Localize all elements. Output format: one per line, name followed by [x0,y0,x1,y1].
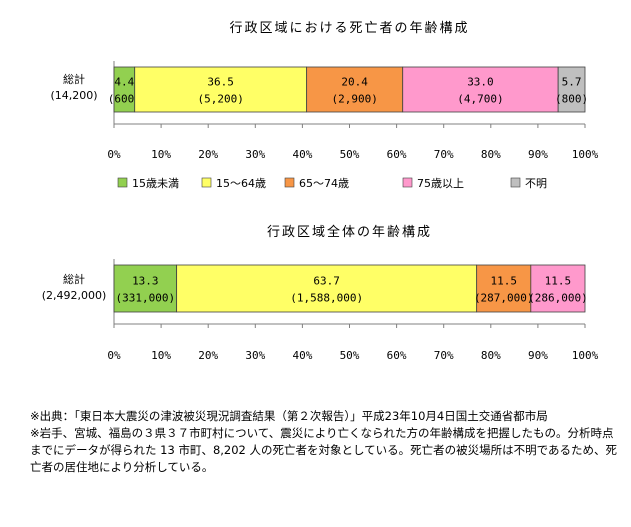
x-tick-label: 0% [107,148,121,161]
x-tick-label: 90% [528,349,548,362]
bar-segment-15歳未満 [113,264,178,313]
value-label: 63.7 [313,275,340,288]
x-tick-label: 80% [481,349,501,362]
legend-swatch-15歳未満 [117,177,128,188]
x-tick-label: 10% [151,148,171,161]
x-tick-label: 20% [198,349,218,362]
count-label: (5,200) [198,93,244,106]
x-tick-label: 80% [481,148,501,161]
x-tick-label: 20% [198,148,218,161]
bar-segment-不明 [557,66,586,113]
x-tick-label: 30% [245,148,265,161]
x-tick-label: 70% [434,148,454,161]
x-tick-label: 0% [107,349,121,362]
legend-label: 65～74歳 [299,177,349,190]
x-tick-label: 100% [572,148,599,161]
x-tick-label: 40% [292,349,312,362]
x-tick-label: 100% [572,349,599,362]
value-label: 20.4 [341,76,368,89]
count-label: (600) [108,93,141,106]
bar-segment-15～64歳 [134,66,308,113]
bar-segment-75歳以上 [530,264,586,313]
category-total: (2,492,000) [42,289,107,302]
value-label: 36.5 [207,76,234,89]
legend-swatch-不明 [510,177,521,188]
count-label: (1,588,000) [290,292,363,305]
legend-label: 不明 [525,177,547,190]
value-label: 4.4 [114,76,134,89]
legend-swatch-15～64歳 [201,177,212,188]
legend-label: 15～64歳 [216,177,266,190]
category-total: (14,200) [50,89,97,102]
x-tick-label: 40% [292,148,312,161]
count-label: (331,000) [116,292,176,305]
count-label: (2,900) [332,93,378,106]
count-label: (287,000) [474,292,534,305]
legend-label: 75歳以上 [417,177,464,190]
x-tick-label: 30% [245,349,265,362]
notes: ※出典：「東日本大震災の津波被災現況調査結果（第２次報告）」平成23年10月4日… [30,408,620,476]
legend-label: 15歳未満 [132,177,179,190]
value-label: 33.0 [467,76,494,89]
value-label: 11.5 [491,275,518,288]
bar-segment-75歳以上 [402,66,559,113]
legend-swatch-75歳以上 [402,177,413,188]
legend-swatch-65～74歳 [284,177,295,188]
x-tick-label: 60% [387,349,407,362]
x-tick-label: 90% [528,148,548,161]
x-tick-label: 60% [387,148,407,161]
value-label: 5.7 [562,76,582,89]
category-label: 総計 [63,72,85,86]
note-scope: ※岩手、宮城、福島の３県３７市町村について、震災により亡くなられた方の年齢構成を… [30,426,618,474]
value-label: 13.3 [132,275,159,288]
x-tick-label: 10% [151,349,171,362]
note-source: ※出典：「東日本大震災の津波被災現況調査結果（第２次報告）」平成23年10月4日… [30,409,548,423]
count-label: (800) [555,93,588,106]
chart-title-2: 行政区域全体の年齢構成 [267,224,432,240]
x-tick-label: 50% [340,148,360,161]
category-label: 総計 [63,272,85,286]
count-label: (4,700) [457,93,503,106]
x-tick-label: 70% [434,349,454,362]
value-label: 11.5 [545,275,572,288]
count-label: (286,000) [528,292,588,305]
chart-title-1: 行政区域における死亡者の年齢構成 [229,21,469,36]
bar-segment-65～74歳 [476,264,532,313]
bar-segment-15～64歳 [176,264,478,313]
x-tick-label: 50% [340,349,360,362]
bar-segment-65～74歳 [306,66,404,113]
